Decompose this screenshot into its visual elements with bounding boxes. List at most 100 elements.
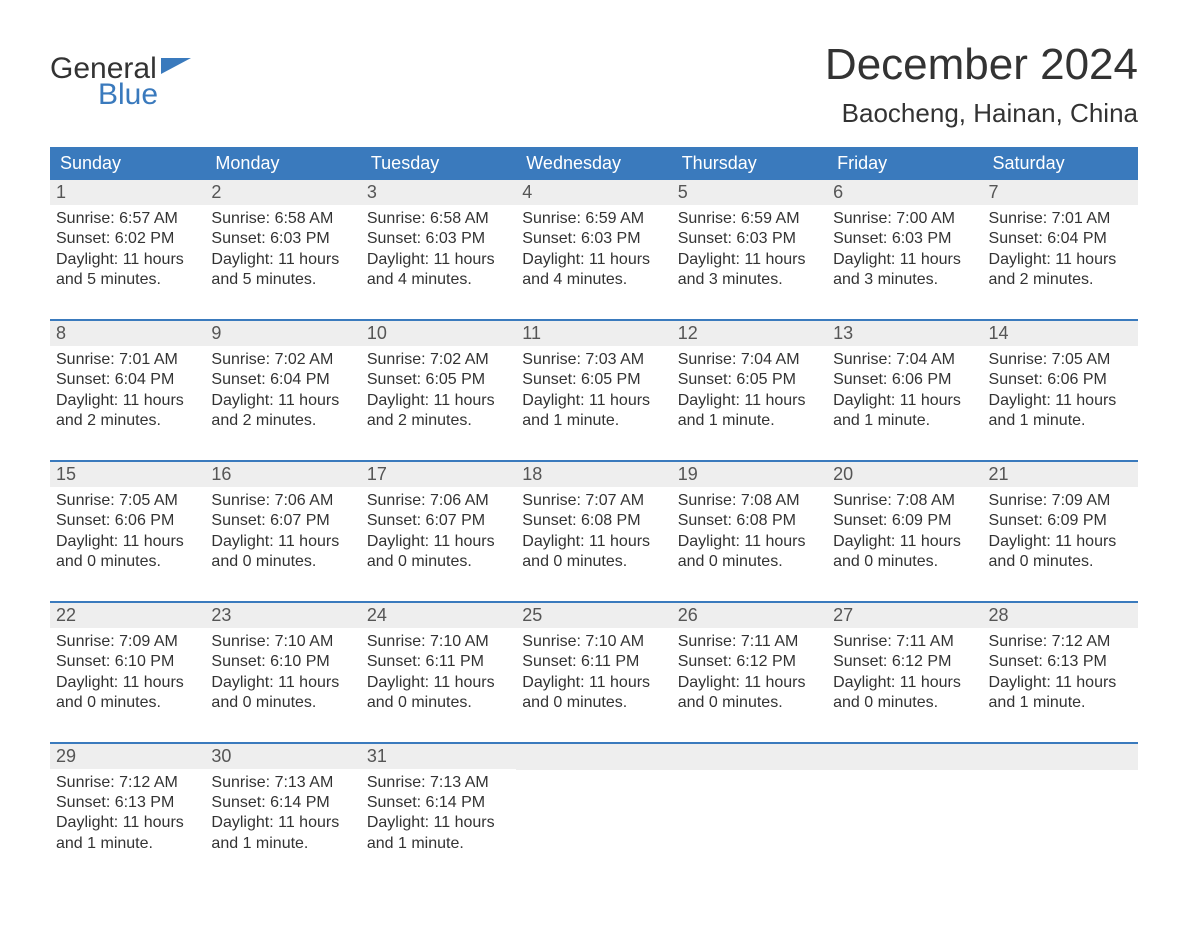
- dow-cell: Wednesday: [516, 147, 671, 180]
- day-detail-line: Sunrise: 7:04 AM: [678, 350, 819, 370]
- day-detail-line: Daylight: 11 hours: [522, 673, 663, 693]
- day-details: Sunrise: 7:13 AMSunset: 6:14 PMDaylight:…: [205, 769, 360, 855]
- day-number: 16: [205, 462, 360, 487]
- day-detail-line: Sunrise: 6:57 AM: [56, 209, 197, 229]
- day-detail-line: Sunset: 6:03 PM: [833, 229, 974, 249]
- day-detail-line: Daylight: 11 hours: [56, 391, 197, 411]
- day-detail-line: Sunrise: 7:11 AM: [833, 632, 974, 652]
- day-detail-line: Daylight: 11 hours: [522, 391, 663, 411]
- day-detail-line: Sunrise: 7:02 AM: [367, 350, 508, 370]
- day-detail-line: Daylight: 11 hours: [833, 532, 974, 552]
- day-detail-line: Sunrise: 7:12 AM: [989, 632, 1130, 652]
- day-cell: 31Sunrise: 7:13 AMSunset: 6:14 PMDayligh…: [361, 744, 516, 855]
- day-detail-line: Sunrise: 7:05 AM: [56, 491, 197, 511]
- day-cell: 6Sunrise: 7:00 AMSunset: 6:03 PMDaylight…: [827, 180, 982, 291]
- day-detail-line: Sunset: 6:08 PM: [522, 511, 663, 531]
- day-detail-line: Sunset: 6:06 PM: [833, 370, 974, 390]
- day-detail-line: Daylight: 11 hours: [367, 673, 508, 693]
- day-detail-line: Daylight: 11 hours: [56, 813, 197, 833]
- day-number: 12: [672, 321, 827, 346]
- day-number: 22: [50, 603, 205, 628]
- day-detail-line: and 0 minutes.: [678, 552, 819, 572]
- day-detail-line: Daylight: 11 hours: [678, 391, 819, 411]
- day-detail-line: and 0 minutes.: [833, 693, 974, 713]
- day-cell: [672, 744, 827, 855]
- day-detail-line: and 0 minutes.: [522, 693, 663, 713]
- day-detail-line: Daylight: 11 hours: [367, 391, 508, 411]
- day-number: 8: [50, 321, 205, 346]
- day-cell: 19Sunrise: 7:08 AMSunset: 6:08 PMDayligh…: [672, 462, 827, 573]
- title-block: December 2024 Baocheng, Hainan, China: [825, 40, 1138, 129]
- day-cell: 15Sunrise: 7:05 AMSunset: 6:06 PMDayligh…: [50, 462, 205, 573]
- day-detail-line: Sunrise: 7:01 AM: [989, 209, 1130, 229]
- day-detail-line: Daylight: 11 hours: [211, 532, 352, 552]
- day-detail-line: Daylight: 11 hours: [678, 532, 819, 552]
- day-detail-line: Sunset: 6:03 PM: [211, 229, 352, 249]
- day-detail-line: and 0 minutes.: [367, 552, 508, 572]
- day-cell: 2Sunrise: 6:58 AMSunset: 6:03 PMDaylight…: [205, 180, 360, 291]
- logo: General Blue: [50, 40, 191, 110]
- day-detail-line: Sunrise: 7:06 AM: [211, 491, 352, 511]
- day-number: 4: [516, 180, 671, 205]
- day-detail-line: Sunset: 6:09 PM: [989, 511, 1130, 531]
- day-details: Sunrise: 7:08 AMSunset: 6:08 PMDaylight:…: [672, 487, 827, 573]
- day-detail-line: Sunrise: 7:10 AM: [367, 632, 508, 652]
- day-detail-line: Daylight: 11 hours: [211, 673, 352, 693]
- day-details: Sunrise: 7:10 AMSunset: 6:10 PMDaylight:…: [205, 628, 360, 714]
- day-detail-line: and 3 minutes.: [833, 270, 974, 290]
- day-cell: 14Sunrise: 7:05 AMSunset: 6:06 PMDayligh…: [983, 321, 1138, 432]
- day-detail-line: Sunrise: 7:00 AM: [833, 209, 974, 229]
- day-number: 13: [827, 321, 982, 346]
- day-detail-line: and 4 minutes.: [367, 270, 508, 290]
- day-detail-line: Daylight: 11 hours: [56, 673, 197, 693]
- day-number: 2: [205, 180, 360, 205]
- day-detail-line: Daylight: 11 hours: [211, 250, 352, 270]
- day-detail-line: Sunset: 6:12 PM: [833, 652, 974, 672]
- day-detail-line: Sunset: 6:08 PM: [678, 511, 819, 531]
- day-number: 10: [361, 321, 516, 346]
- day-detail-line: and 2 minutes.: [367, 411, 508, 431]
- day-detail-line: Sunrise: 7:09 AM: [56, 632, 197, 652]
- day-detail-line: and 0 minutes.: [522, 552, 663, 572]
- day-detail-line: Daylight: 11 hours: [833, 250, 974, 270]
- day-number: 23: [205, 603, 360, 628]
- week-row: 1Sunrise: 6:57 AMSunset: 6:02 PMDaylight…: [50, 180, 1138, 319]
- day-detail-line: Sunrise: 7:13 AM: [211, 773, 352, 793]
- day-detail-line: Daylight: 11 hours: [367, 250, 508, 270]
- day-detail-line: and 1 minute.: [367, 834, 508, 854]
- day-cell: 16Sunrise: 7:06 AMSunset: 6:07 PMDayligh…: [205, 462, 360, 573]
- day-details: Sunrise: 7:09 AMSunset: 6:10 PMDaylight:…: [50, 628, 205, 714]
- day-number: 21: [983, 462, 1138, 487]
- day-cell: [516, 744, 671, 855]
- weeks-container: 1Sunrise: 6:57 AMSunset: 6:02 PMDaylight…: [50, 180, 1138, 882]
- day-number: 18: [516, 462, 671, 487]
- day-cell: 8Sunrise: 7:01 AMSunset: 6:04 PMDaylight…: [50, 321, 205, 432]
- day-details: Sunrise: 7:02 AMSunset: 6:04 PMDaylight:…: [205, 346, 360, 432]
- day-cell: 29Sunrise: 7:12 AMSunset: 6:13 PMDayligh…: [50, 744, 205, 855]
- day-cell: [983, 744, 1138, 855]
- day-detail-line: Daylight: 11 hours: [367, 532, 508, 552]
- day-number: 29: [50, 744, 205, 769]
- day-number: 5: [672, 180, 827, 205]
- day-cell: 28Sunrise: 7:12 AMSunset: 6:13 PMDayligh…: [983, 603, 1138, 714]
- day-details: Sunrise: 7:13 AMSunset: 6:14 PMDaylight:…: [361, 769, 516, 855]
- day-detail-line: Sunset: 6:13 PM: [989, 652, 1130, 672]
- day-detail-line: Daylight: 11 hours: [989, 250, 1130, 270]
- day-details: Sunrise: 7:07 AMSunset: 6:08 PMDaylight:…: [516, 487, 671, 573]
- week-row: 29Sunrise: 7:12 AMSunset: 6:13 PMDayligh…: [50, 742, 1138, 883]
- day-number: 25: [516, 603, 671, 628]
- day-detail-line: Daylight: 11 hours: [211, 391, 352, 411]
- day-detail-line: Sunrise: 7:11 AM: [678, 632, 819, 652]
- day-detail-line: Sunrise: 7:05 AM: [989, 350, 1130, 370]
- day-detail-line: Sunset: 6:13 PM: [56, 793, 197, 813]
- blank-day: [672, 744, 827, 770]
- day-details: Sunrise: 7:10 AMSunset: 6:11 PMDaylight:…: [516, 628, 671, 714]
- day-details: Sunrise: 7:02 AMSunset: 6:05 PMDaylight:…: [361, 346, 516, 432]
- day-details: Sunrise: 7:05 AMSunset: 6:06 PMDaylight:…: [50, 487, 205, 573]
- day-cell: 23Sunrise: 7:10 AMSunset: 6:10 PMDayligh…: [205, 603, 360, 714]
- day-detail-line: Daylight: 11 hours: [678, 250, 819, 270]
- day-detail-line: Sunrise: 7:04 AM: [833, 350, 974, 370]
- day-details: Sunrise: 7:00 AMSunset: 6:03 PMDaylight:…: [827, 205, 982, 291]
- day-cell: 10Sunrise: 7:02 AMSunset: 6:05 PMDayligh…: [361, 321, 516, 432]
- day-detail-line: Sunrise: 6:59 AM: [678, 209, 819, 229]
